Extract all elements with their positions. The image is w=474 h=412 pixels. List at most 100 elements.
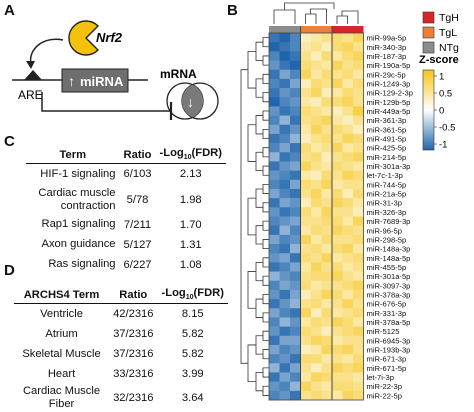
heatmap-cell [321,244,333,254]
row-dendrogram-branch [255,372,263,392]
heatmap-cell [269,152,280,162]
heatmap-cell [353,372,364,382]
heatmap-cell [342,133,354,144]
heatmap-cell [353,124,364,135]
heatmap-cell [342,170,354,181]
table-d-ratio: 37/2316 [113,327,154,340]
heatmap-cell [321,317,333,327]
heatmap-cell [279,225,291,236]
heatmap-cell [300,317,312,327]
heatmap-cell [321,381,333,392]
table-row: Rap1 signaling 7/211 1.70 [26,215,226,235]
heatmap-cell [321,253,333,263]
heatmap-cell [321,344,333,355]
heatmap-cell [321,335,333,346]
heatmap-cell [279,299,291,309]
nrf2-binding-arrow [29,38,64,65]
table-c-fdr: 1.70 [179,218,202,231]
heatmap-cell [290,188,301,199]
heatmap-cell [332,390,343,401]
heatmap-cell [342,271,354,282]
heatmap-cell [353,188,364,199]
heatmap-cell [300,244,312,254]
heatmap-cell [311,253,322,263]
heatmap-cell [300,170,312,181]
row-dendrogram-leaf [262,239,269,250]
table-c-fdr: 2.13 [179,168,202,181]
row-dendrogram-branch [255,335,263,355]
row-label: miR-21a-5p [367,190,407,199]
heatmap-cell [300,299,312,309]
row-dendrogram-branch [255,115,263,135]
heatmap-cell [342,106,354,116]
heatmap-cell [353,390,364,401]
row-dendrogram-clade [247,344,256,383]
row-label: miR-96-5p [367,226,402,235]
heatmap-cell [290,363,301,373]
heatmap-cell [269,188,280,199]
heatmap-cell [321,225,333,236]
heatmap-cell [321,308,333,318]
heatmap-cell [300,179,312,190]
heatmap-cell [300,326,312,337]
heatmap-cell [321,299,333,309]
row-label: miR-455-5p [367,263,407,272]
table-d-ratio: 33/2316 [113,367,154,380]
row-label: miR-425-5p [367,144,407,153]
heatmap-cell [311,161,322,171]
heatmap-cell [300,381,312,392]
heatmap-cell [290,308,301,318]
heatmap-cell [321,115,333,126]
zscore-title: Z-score [419,54,459,66]
heatmap-cell [269,299,280,309]
heatmap-cell [342,381,354,392]
heatmap-cell [269,354,280,364]
row-dendrogram-branch [255,188,263,208]
row-label: let-7i-3p [367,373,394,382]
heatmap-cell [353,179,364,190]
heatmap-cell [342,51,354,61]
row-label: miR-187-3p [367,52,407,61]
heatmap-cell [332,253,343,263]
row-label: miR-129b-5p [367,98,411,107]
heatmap-cell [300,106,312,116]
table-d-ratio: 42/2316 [113,307,154,320]
heatmap-cell [353,326,364,337]
heatmap-cell [269,262,280,272]
heatmap-cell [332,33,343,43]
heatmap-cell [300,253,312,263]
heatmap-cell [321,42,333,52]
heatmap-cell [321,124,333,135]
row-label: miR-1249-3p [367,79,411,88]
row-dendrogram-leaf [262,385,269,396]
heatmap-cell [342,317,354,327]
heatmap-cell [300,363,312,373]
heatmap-cell [300,97,312,107]
heatmap-cell [290,51,301,61]
heatmap-cell [353,262,364,272]
heatmap-cell [279,170,291,181]
heatmap-cell [353,42,364,52]
heatmap-cell [321,106,333,116]
heatmap-cell [332,381,343,392]
heatmap-cell [279,317,291,327]
panel-letter-b: B [227,2,238,19]
heatmap-cell [311,244,322,254]
heatmap-cell [353,69,364,80]
heatmap-cell [311,372,322,382]
heatmap-cell [300,188,312,199]
heatmap-cell [321,271,333,282]
heatmap-cell [342,69,354,80]
heatmap-cell [290,234,301,245]
heatmap-cell [353,344,364,355]
heatmap-cell [332,170,343,181]
heatmap-cell [279,143,291,153]
heatmap-cell [342,354,354,364]
table-d-ratio: 37/2316 [113,347,154,360]
zscore-tick-label: 1 [439,72,444,83]
row-label: miR-22-5p [367,391,402,400]
heatmap-cell [300,308,312,318]
heatmap-cell [290,198,301,208]
group-bar-cell [332,26,343,33]
heatmap-cell [321,88,333,98]
